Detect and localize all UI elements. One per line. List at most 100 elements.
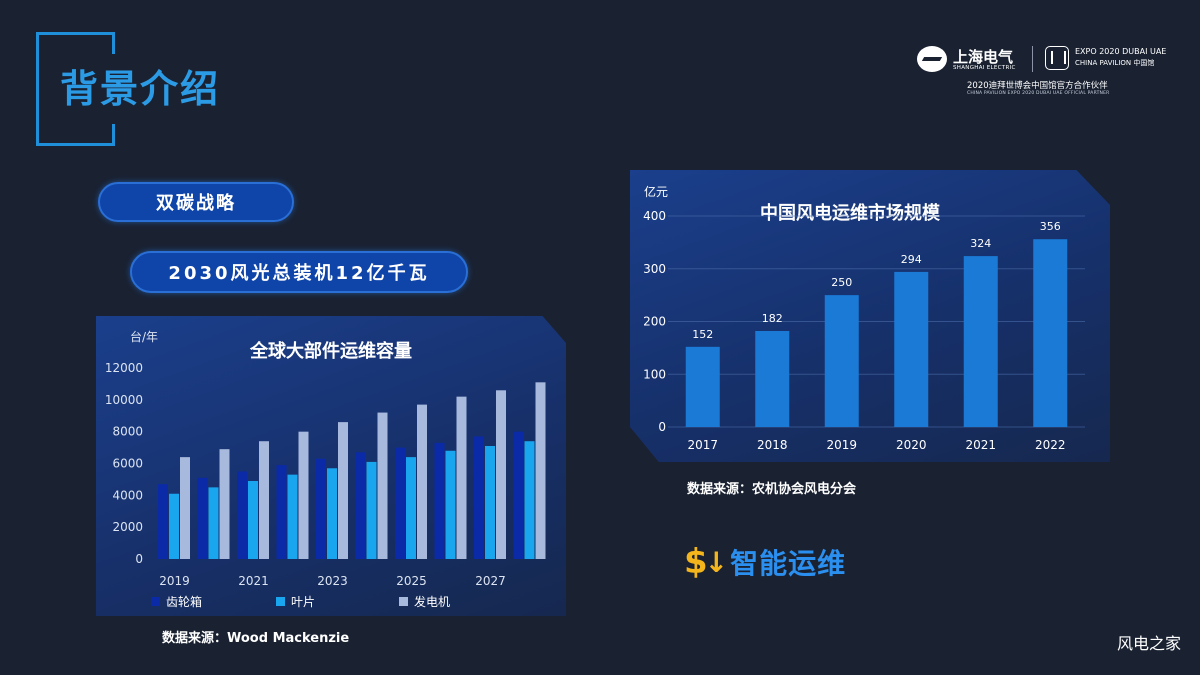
bar-齿轮箱-2027 [474, 436, 484, 559]
bar-叶片-2027 [485, 445, 495, 559]
x-tick-label: 2021 [965, 438, 996, 452]
logo-area: 上海电气 SHANGHAI ELECTRIC EXPO 2020 DUBAI U… [915, 44, 1167, 98]
bar-2022 [1033, 239, 1068, 427]
target-pill: 2030风光总装机12亿千瓦 [130, 251, 468, 293]
bar-发电机-2028 [535, 382, 546, 559]
legend-swatch-叶片 [276, 597, 285, 606]
y-tick-label: 300 [643, 262, 666, 276]
brand-name: 上海电气 [953, 48, 1014, 66]
data-label: 356 [1040, 220, 1061, 233]
x-tick-label: 2023 [317, 574, 348, 588]
y-tick-label: 0 [658, 420, 666, 434]
bar-发电机-2020 [219, 449, 230, 559]
bar-2021 [963, 256, 998, 427]
y-tick-label: 4000 [112, 488, 143, 502]
china-market-chart-panel: 亿元中国风电运维市场规模 0 100 200 300 400 152 2017 182 2018 2… [630, 170, 1110, 462]
legend-swatch-齿轮箱 [151, 597, 160, 606]
x-tick-label: 2020 [896, 438, 927, 452]
shanghai-electric-logo-icon [917, 46, 947, 72]
y-tick-label: 8000 [112, 425, 143, 439]
bar-叶片-2020 [208, 487, 219, 559]
dollar-icon: $ [684, 542, 708, 582]
y-tick-label: 2000 [112, 520, 143, 534]
bar-2020 [894, 271, 929, 427]
x-tick-label: 2027 [475, 574, 506, 588]
y-tick-label: 200 [643, 315, 666, 329]
bar-叶片-2028 [524, 441, 535, 559]
chart-title: 中国风电运维市场规模 [760, 202, 941, 224]
x-tick-label: 2021 [238, 574, 269, 588]
bar-齿轮箱-2022 [276, 465, 287, 559]
legend-label: 叶片 [291, 595, 315, 609]
strategy-pill: 双碳战略 [98, 182, 294, 222]
partner-text: 2020迪拜世博会中国馆官方合作伙伴 [967, 81, 1108, 91]
bar-齿轮箱-2021 [237, 471, 247, 559]
y-axis-unit: 台/年 [130, 329, 158, 344]
brand-sub: SHANGHAI ELECTRIC [953, 65, 1016, 71]
bar-叶片-2026 [445, 450, 456, 559]
watermark: 风电之家 [1117, 634, 1182, 653]
x-tick-label: 2017 [687, 438, 718, 452]
y-tick-label: 0 [135, 552, 143, 566]
data-label: 294 [901, 253, 922, 266]
y-tick-label: 100 [643, 367, 666, 381]
bar-2019 [824, 295, 859, 427]
chart-title: 全球大部件运维容量 [249, 340, 412, 362]
bar-发电机-2024 [377, 412, 388, 559]
bar-齿轮箱-2025 [395, 447, 405, 559]
bar-叶片-2019 [169, 493, 179, 559]
title-frame-decoration [36, 32, 115, 146]
x-tick-label: 2025 [396, 574, 427, 588]
y-tick-label: 6000 [112, 457, 143, 471]
bar-叶片-2021 [248, 481, 258, 559]
bar-发电机-2026 [456, 396, 467, 559]
x-tick-label: 2019 [826, 438, 857, 452]
bar-发电机-2021 [259, 441, 269, 559]
data-label: 152 [692, 328, 713, 341]
smart-om-label: 智能运维 [730, 547, 847, 580]
bar-发电机-2023 [338, 422, 348, 559]
bar-2017 [685, 346, 720, 427]
smart-om-callout: $↓智能运维 [684, 542, 846, 582]
down-arrow-icon: ↓ [704, 545, 729, 579]
data-label: 182 [762, 312, 783, 325]
expo-line1: EXPO 2020 DUBAI UAE [1075, 47, 1167, 56]
bar-齿轮箱-2028 [513, 431, 524, 559]
y-tick-label: 10000 [105, 393, 143, 407]
y-tick-label: 12000 [105, 361, 143, 375]
global-capacity-chart-panel: 台/年全球大部件运维容量 0 2000 4000 6000 8000 10000 12000 2… [96, 316, 566, 616]
partner-text-en: CHINA PAVILION EXPO 2020 DUBAI UAE OFFIC… [967, 91, 1110, 96]
logo-divider [1032, 46, 1033, 72]
bar-齿轮箱-2024 [355, 452, 366, 559]
page-title: 背景介绍 [60, 67, 221, 111]
source-left: 数据来源：Wood Mackenzie [162, 631, 350, 646]
bar-叶片-2023 [327, 468, 337, 559]
expo-pavilion-icon [1045, 46, 1069, 70]
bar-发电机-2022 [298, 431, 309, 559]
bar-齿轮箱-2026 [434, 442, 445, 559]
bar-发电机-2025 [417, 404, 427, 559]
bar-2018 [755, 330, 790, 427]
x-tick-label: 2022 [1035, 438, 1066, 452]
y-tick-label: 400 [643, 209, 666, 223]
legend-label: 发电机 [414, 594, 450, 609]
bar-发电机-2019 [180, 457, 190, 559]
bar-齿轮箱-2020 [197, 477, 208, 559]
bar-齿轮箱-2019 [158, 484, 168, 559]
legend-swatch-发电机 [399, 597, 408, 606]
bar-发电机-2027 [496, 390, 506, 559]
bar-叶片-2025 [406, 457, 416, 559]
legend-label: 齿轮箱 [166, 594, 202, 609]
bar-叶片-2022 [287, 474, 298, 559]
source-right: 数据来源：农机协会风电分会 [687, 482, 857, 497]
x-tick-label: 2019 [159, 574, 190, 588]
x-tick-label: 2018 [757, 438, 788, 452]
expo-line2: CHINA PAVILION 中国馆 [1075, 59, 1155, 67]
y-axis-unit: 亿元 [644, 184, 668, 199]
bar-齿轮箱-2023 [316, 458, 326, 559]
data-label: 324 [970, 237, 991, 250]
bar-叶片-2024 [366, 461, 377, 559]
data-label: 250 [831, 276, 852, 289]
